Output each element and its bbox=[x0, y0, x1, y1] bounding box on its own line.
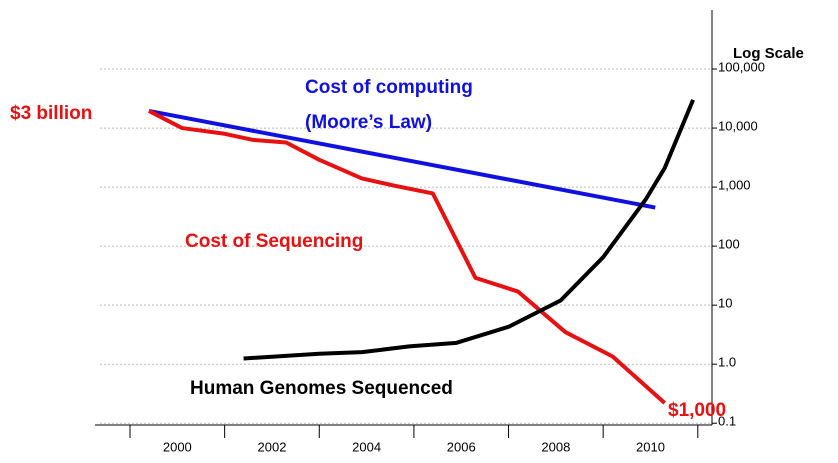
series-line bbox=[243, 99, 695, 361]
y-tick-label: 10,000 bbox=[718, 119, 758, 134]
series-sublabel: (Moore’s Law) bbox=[305, 112, 432, 133]
x-tick-label: 2004 bbox=[352, 439, 381, 454]
x-tick-label: 2000 bbox=[163, 439, 192, 454]
y-tick-label: 10 bbox=[718, 296, 732, 311]
series-line bbox=[148, 108, 656, 210]
y-tick-label: 1,000 bbox=[718, 178, 751, 193]
series-label: Cost of Sequencing bbox=[185, 231, 363, 252]
series-label: Human Genomes Sequenced bbox=[190, 378, 453, 399]
annotation: $3 billion bbox=[10, 103, 92, 124]
annotation: $1,000 bbox=[668, 400, 726, 421]
x-tick-label: 2010 bbox=[636, 439, 665, 454]
series-line bbox=[148, 109, 667, 405]
y-tick-label: 100 bbox=[718, 237, 740, 252]
y-axis-label: Log Scale bbox=[733, 45, 804, 62]
x-tick-label: 2008 bbox=[541, 439, 570, 454]
y-tick-label: 0.1 bbox=[718, 414, 736, 429]
y-tick-label: 100,000 bbox=[718, 59, 765, 74]
series-label: Cost of computing bbox=[305, 77, 473, 98]
x-tick-label: 2002 bbox=[258, 439, 287, 454]
x-tick-label: 2006 bbox=[447, 439, 476, 454]
y-tick-label: 1.0 bbox=[718, 355, 736, 370]
